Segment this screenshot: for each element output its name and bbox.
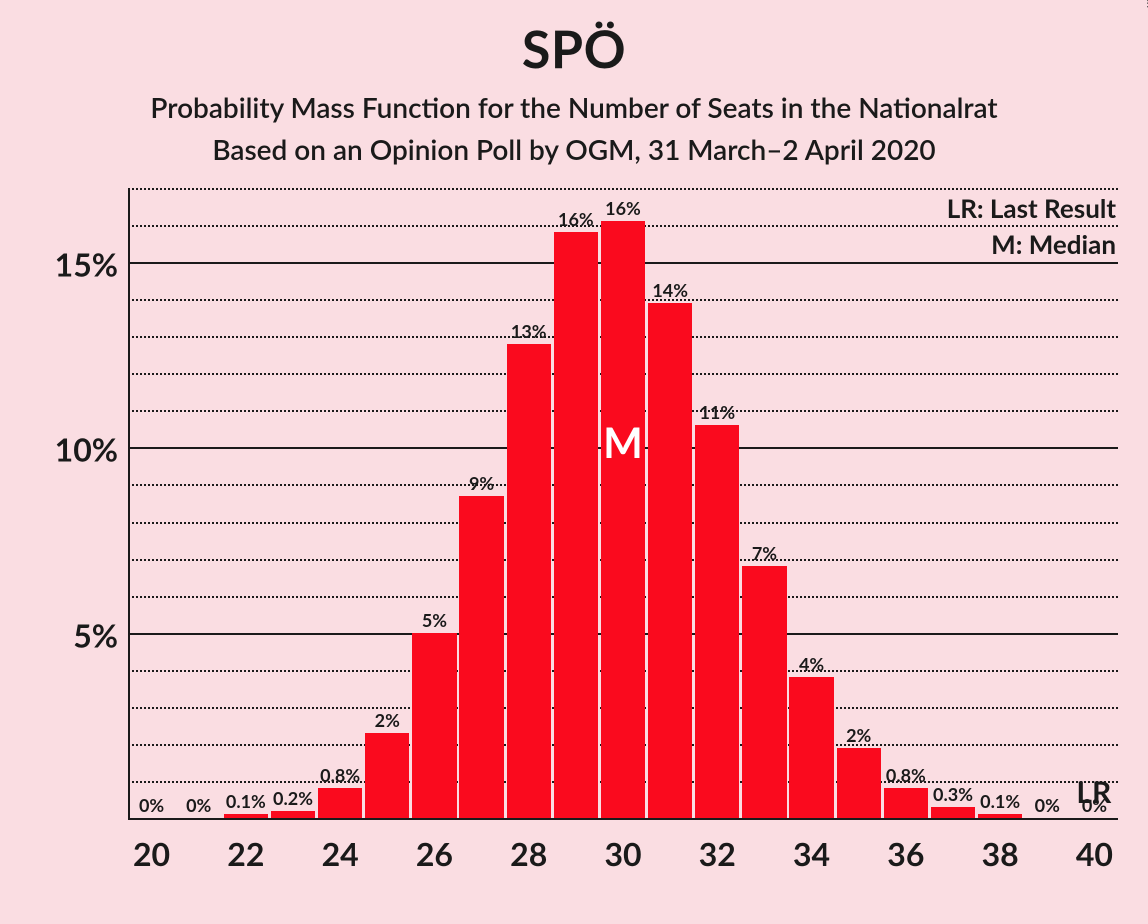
last-result-marker: LR (1076, 774, 1111, 810)
median-marker: M (603, 417, 643, 467)
bar-value-label: 5% (422, 609, 447, 631)
bar-value-label: 0% (186, 794, 211, 816)
bar-value-label: 9% (469, 472, 494, 494)
x-tick-label: 24 (322, 834, 359, 873)
bar (884, 788, 928, 818)
bar-value-label: 2% (375, 709, 400, 731)
y-axis-line (128, 190, 130, 820)
chart-subtitle-2: Based on an Opinion Poll by OGM, 31 Marc… (0, 132, 1148, 166)
bar-value-label: 16% (558, 208, 594, 230)
bar (931, 807, 975, 818)
bar (459, 496, 503, 818)
bar (224, 814, 268, 818)
x-tick-label: 20 (133, 834, 170, 873)
bar-value-label: 7% (752, 542, 777, 564)
bar-value-label: 13% (511, 320, 547, 342)
bar (837, 748, 881, 818)
bar-value-label: 0.1% (980, 790, 1020, 812)
chart-plot-area: 0% 0% 0.1% 0.2% 0.8% 2% 5% 9% 13% 16% 16% 14% 11% 7% 4… (128, 190, 1118, 820)
x-axis-line (128, 818, 1118, 820)
bar-value-label: 0.1% (226, 790, 266, 812)
bar (365, 733, 409, 818)
y-tick-label: 15% (0, 245, 118, 284)
bar (978, 814, 1022, 818)
chart-subtitle-1: Probability Mass Function for the Number… (0, 90, 1148, 124)
bar-value-label: 14% (652, 279, 688, 301)
x-tick-label: 32 (699, 834, 736, 873)
x-tick-label: 26 (416, 834, 453, 873)
x-tick-label: 38 (982, 834, 1019, 873)
x-tick-label: 22 (227, 834, 264, 873)
bar (554, 232, 598, 818)
bar (742, 566, 786, 818)
x-tick-label: 34 (793, 834, 830, 873)
x-tick-label: 36 (887, 834, 924, 873)
bar (318, 788, 362, 818)
bar (789, 677, 833, 818)
copyright-text: © 2020 Filip van Laenen (1144, 0, 1148, 8)
bar-value-label: 0.8% (886, 764, 926, 786)
bar (695, 425, 739, 818)
gridline-minor (128, 188, 1118, 190)
bar-value-label: 0.2% (273, 787, 313, 809)
bar-value-label: 0% (1035, 794, 1060, 816)
bar-value-label: 0% (139, 794, 164, 816)
x-tick-label: 28 (510, 834, 547, 873)
bar-value-label: 16% (605, 197, 641, 219)
bar (648, 303, 692, 818)
bar (271, 811, 315, 818)
bar-value-label: 4% (799, 653, 824, 675)
bar (601, 221, 645, 818)
y-tick-label: 5% (0, 615, 118, 654)
chart-title: SPÖ (0, 18, 1148, 80)
x-tick-label: 40 (1076, 834, 1113, 873)
x-tick-label: 30 (604, 834, 641, 873)
bar-value-label: 2% (846, 724, 871, 746)
bar-value-label: 11% (699, 401, 735, 423)
bar (507, 344, 551, 818)
bar-value-label: 0.8% (320, 764, 360, 786)
bar-value-label: 0.3% (933, 783, 973, 805)
bar (412, 633, 456, 818)
y-tick-label: 10% (0, 430, 118, 469)
